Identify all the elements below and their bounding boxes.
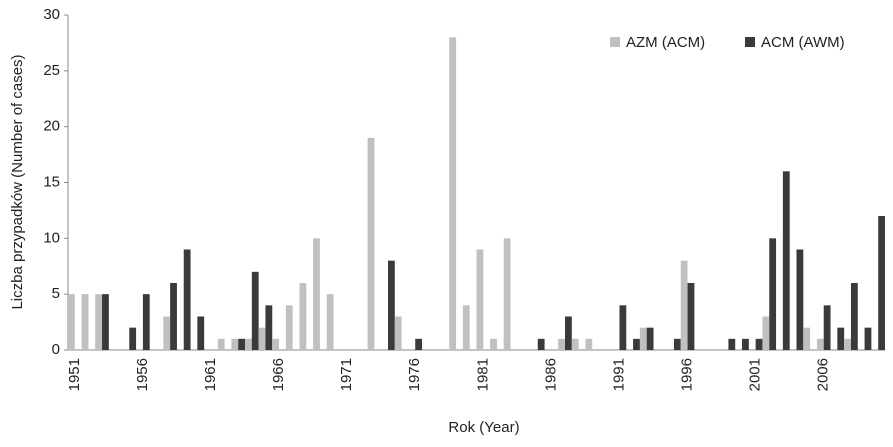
bar bbox=[762, 316, 770, 350]
bar bbox=[183, 249, 191, 350]
bar bbox=[503, 238, 511, 350]
bar bbox=[878, 216, 885, 350]
bar bbox=[844, 338, 851, 350]
x-tick-label: 1991 bbox=[610, 358, 627, 391]
x-tick-label: 2001 bbox=[747, 358, 764, 391]
x-axis-title: Rok (Year) bbox=[448, 419, 519, 436]
bar bbox=[272, 338, 280, 350]
bar bbox=[449, 37, 457, 350]
x-tick-label: 1961 bbox=[202, 358, 219, 391]
bar bbox=[816, 338, 824, 350]
bar bbox=[129, 327, 137, 350]
x-tick-label: 1966 bbox=[270, 358, 287, 391]
bar bbox=[673, 338, 681, 350]
bar bbox=[231, 338, 239, 350]
x-tick-label: 1951 bbox=[66, 358, 83, 391]
bar bbox=[81, 294, 89, 350]
x-tick-label: 1976 bbox=[406, 358, 423, 391]
bar bbox=[619, 305, 627, 350]
bar bbox=[102, 294, 109, 350]
bar bbox=[245, 338, 252, 350]
y-axis-title: Liczba przypadków (Number of cases) bbox=[9, 54, 26, 309]
bar bbox=[639, 327, 647, 350]
bar bbox=[217, 338, 225, 350]
bar bbox=[313, 238, 320, 350]
bar bbox=[387, 260, 395, 350]
bar bbox=[163, 316, 171, 350]
legend-swatch bbox=[745, 37, 755, 47]
y-tick-label: 5 bbox=[52, 285, 60, 302]
bar bbox=[565, 316, 572, 350]
y-tick-label: 30 bbox=[43, 6, 60, 23]
bar bbox=[490, 338, 497, 350]
bar bbox=[646, 327, 654, 350]
bar bbox=[238, 338, 246, 350]
bar bbox=[415, 338, 423, 350]
x-tick-label: 1981 bbox=[474, 358, 491, 391]
x-tick-label: 2006 bbox=[815, 358, 832, 391]
bar bbox=[462, 305, 470, 350]
x-tick-label: 1956 bbox=[134, 358, 151, 391]
bar bbox=[571, 338, 579, 350]
bar bbox=[265, 305, 273, 350]
bar bbox=[633, 338, 640, 350]
bar bbox=[476, 249, 484, 350]
bar bbox=[755, 338, 763, 350]
bar bbox=[728, 338, 736, 350]
bar bbox=[803, 327, 811, 350]
bar bbox=[585, 338, 593, 350]
bar bbox=[68, 294, 75, 350]
bar bbox=[537, 338, 545, 350]
legend-label: ACM (AWM) bbox=[761, 34, 845, 51]
bar bbox=[367, 137, 375, 350]
bar bbox=[285, 305, 293, 350]
x-tick-label: 1971 bbox=[338, 358, 355, 391]
bar bbox=[142, 294, 150, 350]
y-tick-label: 10 bbox=[43, 229, 60, 246]
x-tick-label: 1996 bbox=[679, 358, 696, 391]
bar bbox=[769, 238, 777, 350]
bar bbox=[680, 260, 688, 350]
legend-swatch bbox=[610, 37, 620, 47]
bar bbox=[299, 283, 307, 350]
bar bbox=[823, 305, 831, 350]
y-tick-label: 25 bbox=[43, 62, 60, 79]
bar bbox=[394, 316, 402, 350]
y-tick-label: 15 bbox=[43, 173, 60, 190]
bar bbox=[850, 283, 858, 350]
x-tick-label: 1986 bbox=[542, 358, 559, 391]
bar bbox=[782, 171, 790, 350]
y-tick-label: 20 bbox=[43, 118, 60, 135]
bar bbox=[687, 283, 695, 350]
bar bbox=[796, 249, 804, 350]
bar bbox=[170, 283, 177, 350]
bar bbox=[558, 338, 566, 350]
bar bbox=[95, 294, 103, 350]
bar bbox=[864, 327, 872, 350]
bar bbox=[197, 316, 205, 350]
bar bbox=[251, 271, 259, 350]
legend-label: AZM (ACM) bbox=[626, 34, 705, 51]
bar bbox=[837, 327, 845, 350]
y-tick-label: 0 bbox=[52, 341, 60, 358]
bar bbox=[742, 338, 749, 350]
bar bbox=[258, 327, 266, 350]
bar bbox=[326, 294, 334, 350]
